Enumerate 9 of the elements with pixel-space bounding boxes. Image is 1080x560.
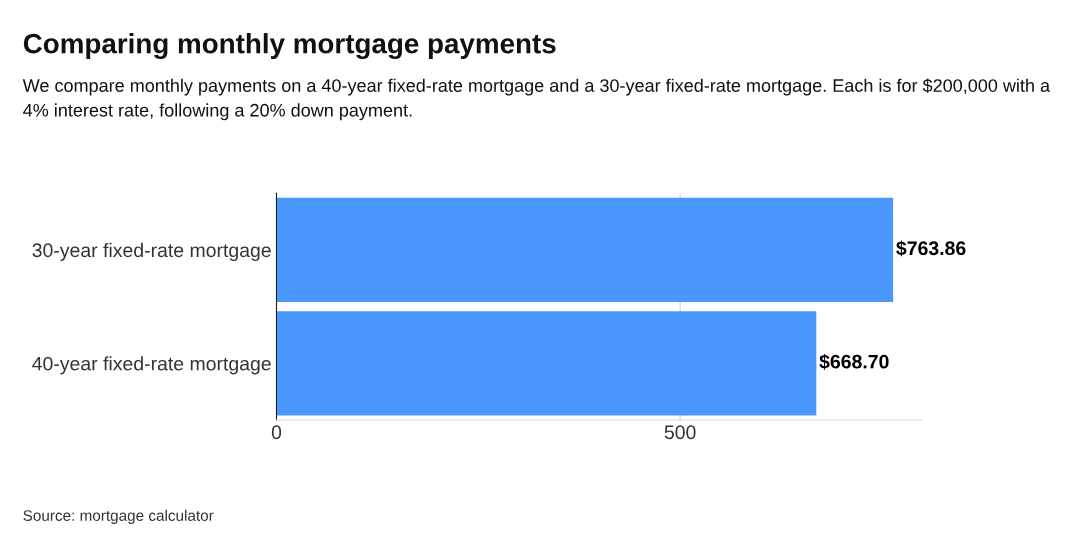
source-note: Source: mortgage calculator	[23, 509, 214, 524]
chart-title: Comparing monthly mortgage payments	[23, 33, 556, 60]
chart-subtitle: We compare monthly payments on a 40-year fixed-rate mortgage and a 30-year fixed-rate mortgage. Each is for $200,000 with a 4% interest rate, following a 20% down payment.	[22, 78, 1051, 121]
x-tick-label: 0	[271, 425, 282, 440]
y-tick-label: 30-year fixed-rate mortgage	[32, 242, 271, 261]
y-tick-label: 40-year fixed-rate mortgage	[32, 356, 271, 375]
data-label: $668.70	[819, 353, 889, 370]
data-label: $763.86	[896, 240, 966, 257]
x-tick-label: 500	[664, 425, 696, 440]
